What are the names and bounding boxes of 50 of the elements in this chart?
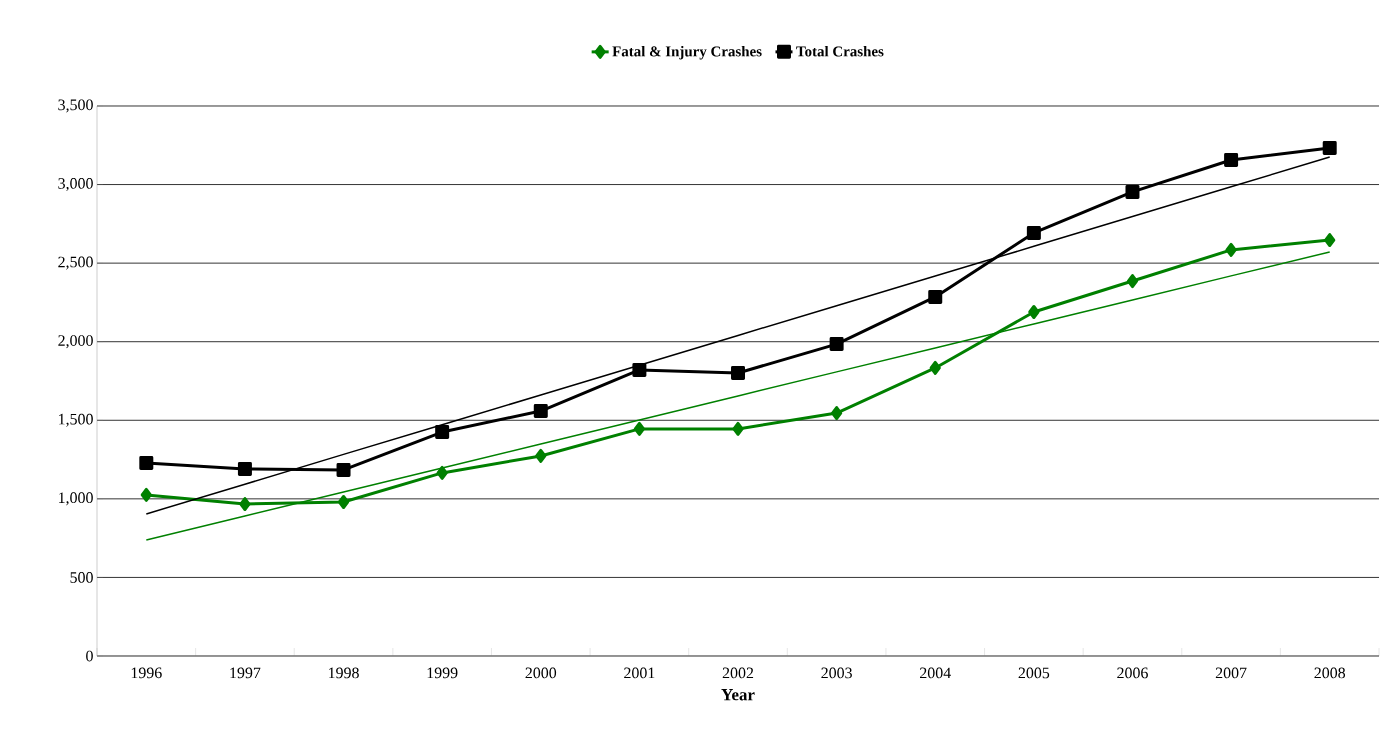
x-tick-label: 1998 (329, 667, 359, 679)
point (533, 404, 548, 419)
point (337, 494, 350, 509)
point (732, 421, 744, 436)
legend-label: Total Crashes (796, 45, 884, 57)
x-tick-label: 2007 (1215, 667, 1247, 679)
point (1224, 153, 1239, 168)
x-tick-label: 2003 (821, 667, 852, 679)
point (1125, 184, 1140, 199)
y-tick-label: 1,000 (59, 492, 93, 506)
point (435, 425, 450, 440)
point (829, 337, 844, 352)
point (140, 487, 152, 502)
point (1324, 233, 1336, 248)
point (237, 461, 252, 476)
point (1322, 140, 1337, 155)
legend-label: Fatal & Injury Crashes (612, 45, 762, 60)
x-tick-label: 2000 (525, 667, 557, 679)
point (239, 497, 251, 512)
point (1126, 274, 1139, 289)
point (928, 289, 943, 304)
x-axis-title: Year (721, 689, 755, 701)
x-tick-label: 2006 (1117, 667, 1148, 679)
point (632, 362, 647, 377)
y-tick-label: 500 (70, 572, 93, 583)
point (1028, 305, 1040, 319)
point (1026, 225, 1041, 240)
point (731, 365, 746, 380)
x-tick-label: 1996 (131, 667, 162, 679)
point (436, 465, 448, 480)
point (929, 360, 941, 375)
x-tick-label: 2005 (1018, 667, 1050, 679)
x-tick-label: 2002 (722, 667, 754, 679)
y-tick-label: 0 (86, 650, 93, 662)
point (1225, 242, 1237, 257)
x-tick-label: 2004 (920, 667, 951, 679)
x-tick-label: 2001 (624, 667, 655, 679)
y-tick-label: 3,500 (58, 99, 93, 113)
y-tick-label: 3,000 (58, 178, 93, 192)
y-tick-label: 2,500 (58, 256, 93, 270)
point (831, 406, 843, 421)
y-tick-label: 1,500 (59, 413, 93, 427)
point (633, 421, 646, 436)
x-tick-label: 2008 (1314, 667, 1346, 679)
point (139, 456, 154, 471)
x-tick-label: 1999 (427, 667, 458, 679)
point (336, 462, 351, 477)
point (535, 448, 547, 463)
x-tick-label: 1997 (230, 667, 261, 679)
y-tick-label: 2,000 (58, 335, 93, 349)
